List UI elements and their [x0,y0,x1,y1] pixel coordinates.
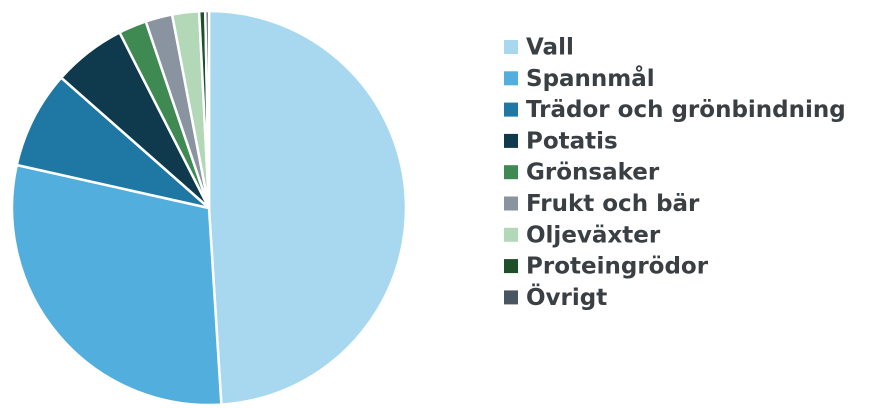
legend-label: Spannmål [526,65,655,92]
pie-slice [15,75,210,210]
legend-label: Frukt och bär [526,191,700,217]
legend-swatch [504,102,518,117]
legend-swatch [504,165,518,180]
legend-label: Oljeväxter [526,222,661,248]
legend-label: Övrigt [526,283,607,311]
pie-slice [207,9,408,406]
pie-slice [204,9,211,209]
legend-swatch [504,259,518,274]
legend-swatch [504,196,518,211]
legend-label: Trädor och grönbindning [526,97,846,123]
legend-label: Vall [526,35,574,61]
legend-swatch [504,40,518,54]
legend-label: Grönsaker [526,160,660,186]
legend-label: Proteingrödor [526,254,709,280]
legend-swatch [504,227,518,242]
legend-label: Potatis [526,128,618,154]
legend-swatch [504,133,518,148]
pie-slice [10,163,223,407]
legend-swatch [504,290,518,305]
legend-swatch [504,71,518,86]
